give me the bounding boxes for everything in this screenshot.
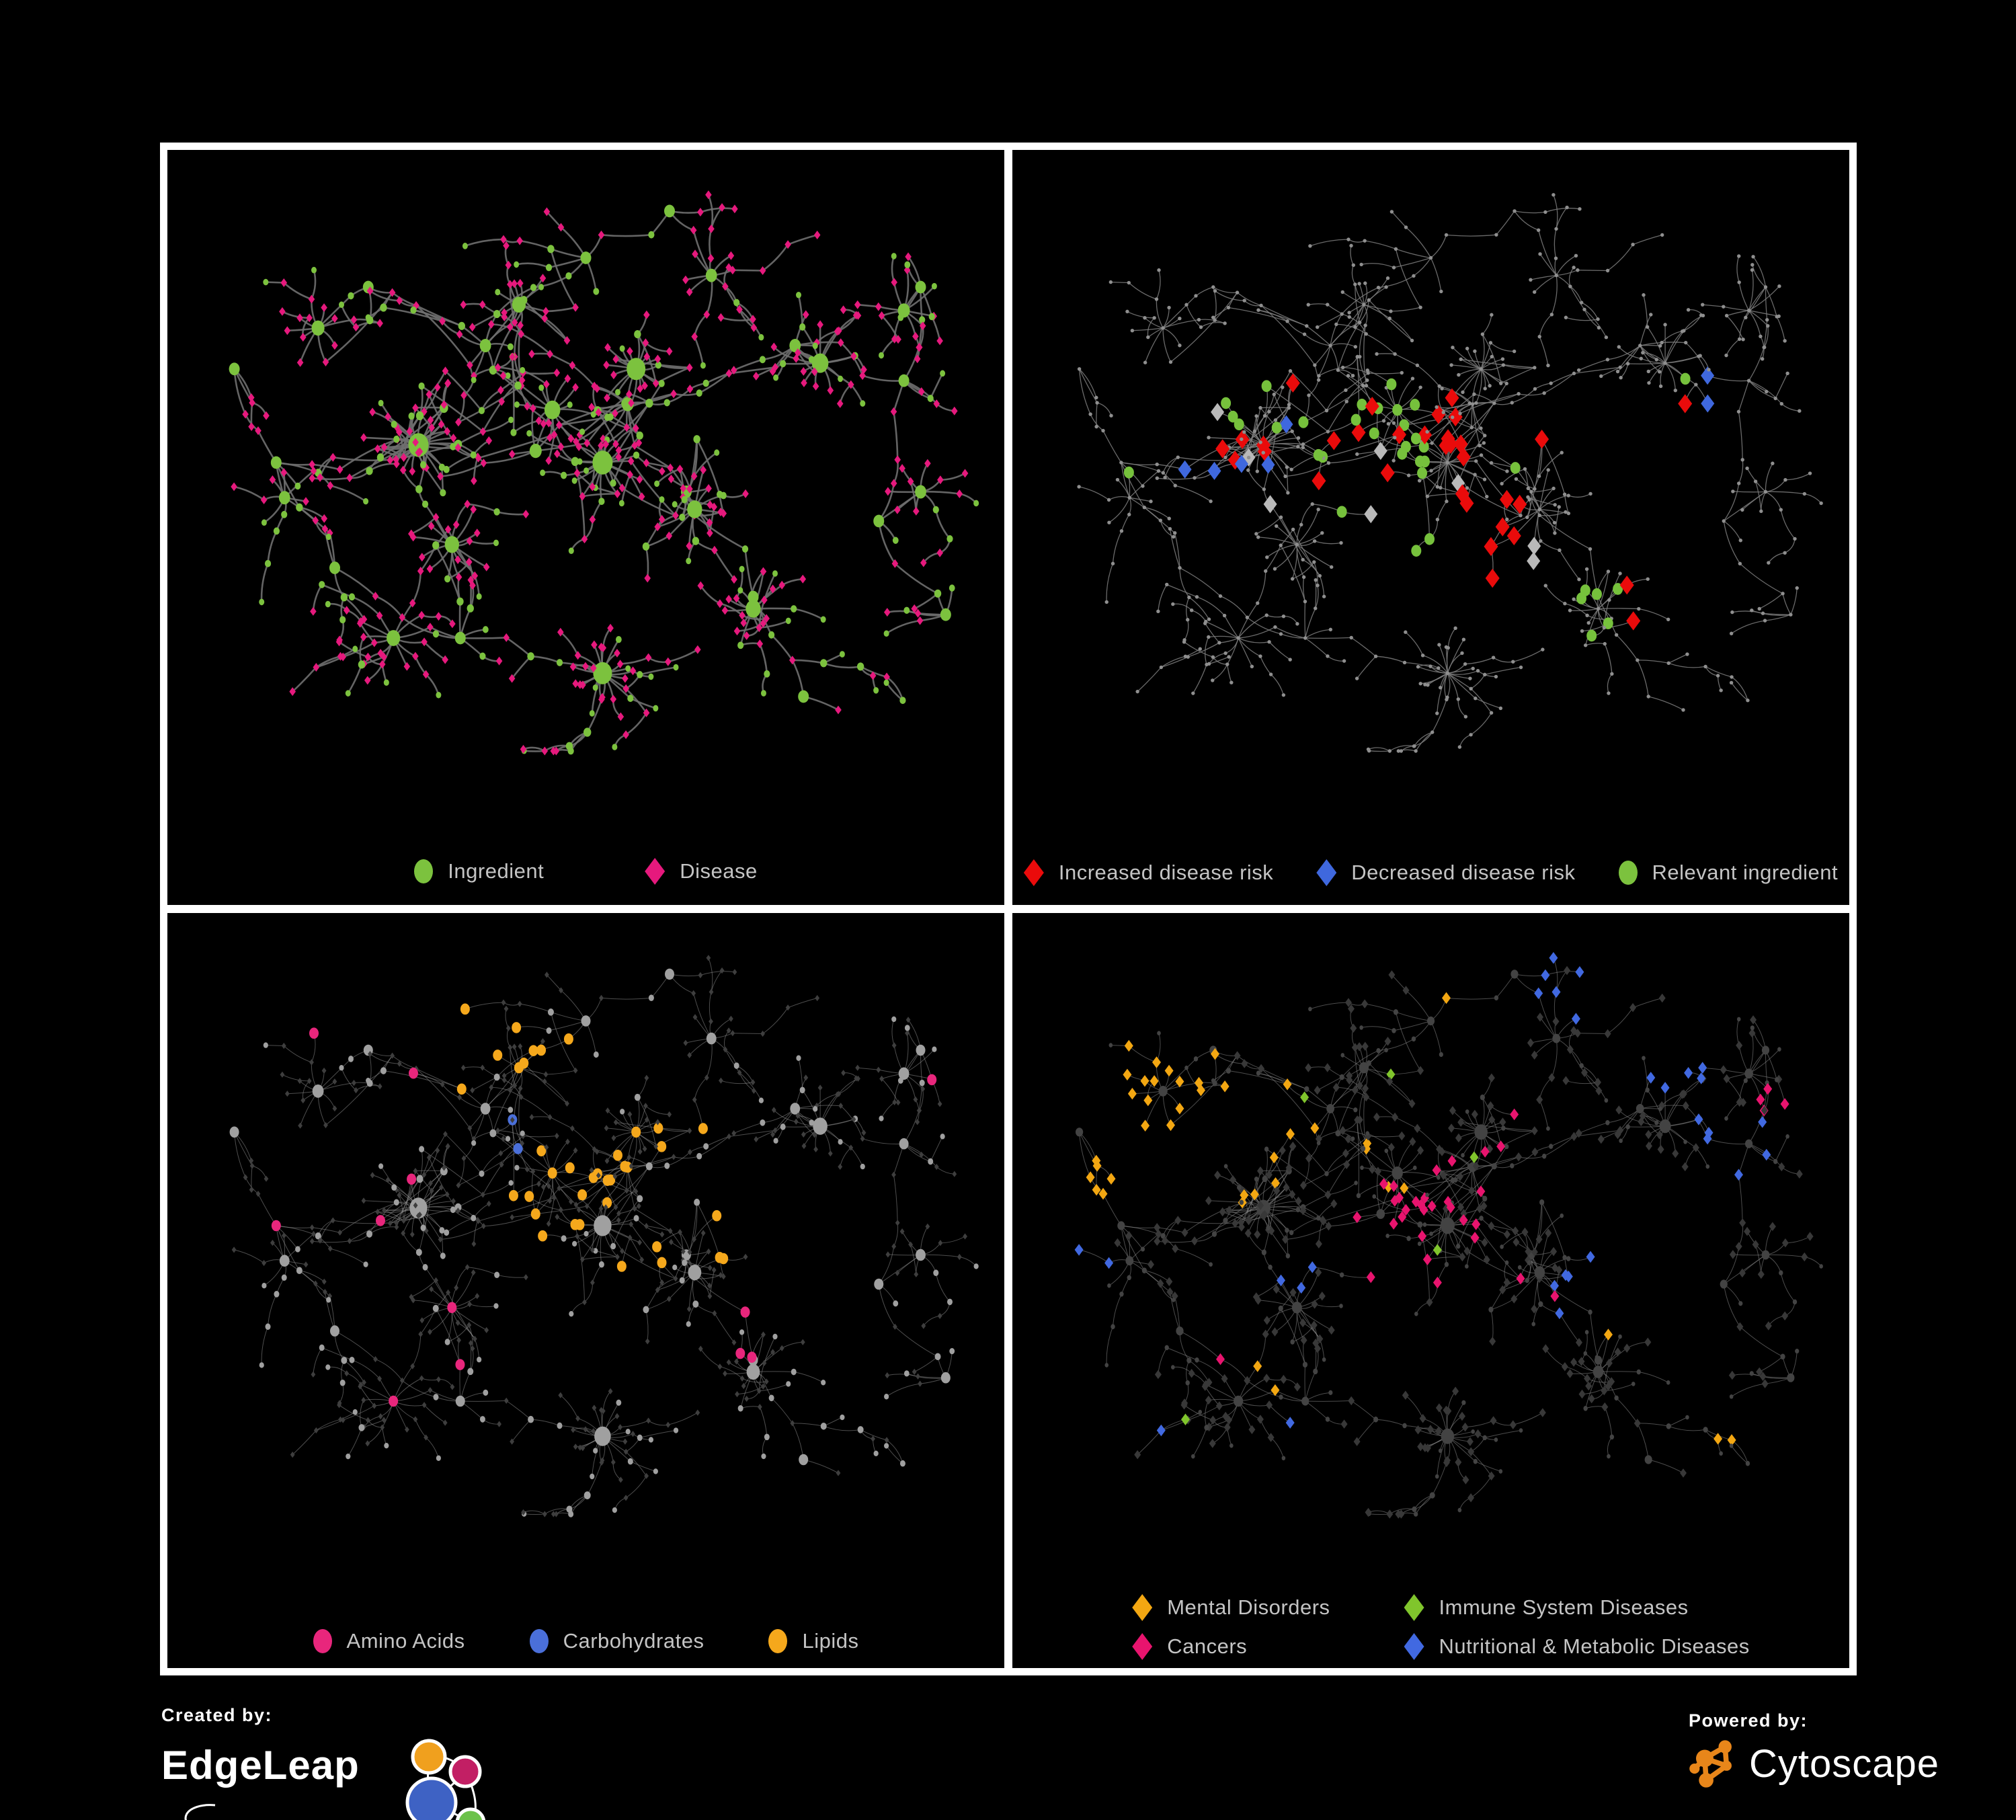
edgeleap-wordmark: EdgeLeap <box>161 1743 360 1788</box>
edgeleap-credit: Created by: EdgeLeap <box>161 1705 538 1820</box>
powered-by-label: Powered by: <box>1689 1710 1808 1731</box>
legend-label: Ingredient <box>448 859 545 883</box>
legend-label: Cancers <box>1167 1634 1248 1658</box>
panel-ingredient-disease: Ingredient Disease <box>167 150 1004 905</box>
legend-label: Increased disease risk <box>1058 861 1274 884</box>
legend-item-immune-system-diseases: Immune System Diseases <box>1404 1594 1750 1621</box>
legend-item-carbohydrates: Carbohydrates <box>529 1629 704 1653</box>
cytoscape-icon <box>1689 1740 1732 1788</box>
legend-label: Decreased disease risk <box>1351 861 1576 884</box>
legend-label: Lipids <box>802 1629 859 1653</box>
legend-item-mental-disorders: Mental Disorders <box>1132 1594 1330 1621</box>
created-by-label: Created by: <box>161 1705 273 1725</box>
legend-ingredient-disease: Ingredient Disease <box>167 858 1004 885</box>
legend-item-nutritional-metabolic-diseases: Nutritional & Metabolic Diseases <box>1404 1633 1750 1660</box>
legend-label: Nutritional & Metabolic Diseases <box>1439 1634 1750 1658</box>
diamond-marker <box>1404 1633 1424 1660</box>
legend-item-disease: Disease <box>645 858 758 885</box>
network-graph-disease-classes <box>1074 952 1823 1519</box>
circle-marker <box>768 1629 788 1653</box>
panel-disease-risk: Increased disease risk Decreased disease … <box>1012 150 1849 905</box>
panel-grid: Ingredient Disease Increased disease risk… <box>160 143 1857 1675</box>
legend-label: Mental Disorders <box>1167 1595 1330 1619</box>
cytoscape-credit: Powered by: Cytoscape <box>1689 1710 1939 1790</box>
panel-nutrient-classes: Amino Acids Carbohydrates Lipids <box>167 913 1004 1668</box>
diamond-marker <box>1404 1594 1424 1621</box>
panel-disease-classes: Mental Disorders Immune System Diseases Ca… <box>1012 913 1849 1668</box>
diamond-marker <box>1132 1633 1153 1660</box>
legend-item-ingredient: Ingredient <box>414 859 544 883</box>
circle-marker <box>529 1629 549 1653</box>
legend-item-lipids: Lipids <box>768 1629 858 1653</box>
circle-marker <box>1618 861 1638 885</box>
legend-label: Amino Acids <box>346 1629 465 1653</box>
legend-item-relevant-ingredient: Relevant ingredient <box>1618 861 1839 885</box>
circle-marker <box>313 1629 332 1653</box>
diamond-marker <box>1132 1594 1153 1621</box>
network-graph-nutrient-classes <box>229 955 979 1517</box>
diamond-marker <box>1316 859 1337 886</box>
legend-label: Carbohydrates <box>563 1629 704 1653</box>
edgeleap-logo: EdgeLeap <box>161 1730 538 1820</box>
legend-item-amino-acids: Amino Acids <box>313 1629 465 1653</box>
diamond-marker <box>1023 859 1044 886</box>
legend-label: Immune System Diseases <box>1439 1595 1689 1619</box>
legend-label: Disease <box>680 859 758 883</box>
legend-label: Relevant ingredient <box>1652 861 1839 884</box>
cytoscape-wordmark: Cytoscape <box>1749 1741 1940 1786</box>
legend-disease-risk: Increased disease risk Decreased disease … <box>1012 859 1849 886</box>
network-graph-ingredient-disease <box>229 190 979 756</box>
legend-nutrient-classes: Amino Acids Carbohydrates Lipids <box>167 1629 1004 1653</box>
legend-item-decreased-disease-risk: Decreased disease risk <box>1316 859 1575 886</box>
legend-item-cancers: Cancers <box>1132 1633 1330 1660</box>
network-graph-disease-risk <box>1077 193 1823 753</box>
circle-marker <box>414 859 434 883</box>
legend-disease-classes: Mental Disorders Immune System Diseases Ca… <box>1012 1594 1849 1660</box>
legend-item-increased-disease-risk: Increased disease risk <box>1023 859 1274 886</box>
edgeleap-network-icon <box>184 1739 486 1820</box>
diamond-marker <box>645 858 666 885</box>
